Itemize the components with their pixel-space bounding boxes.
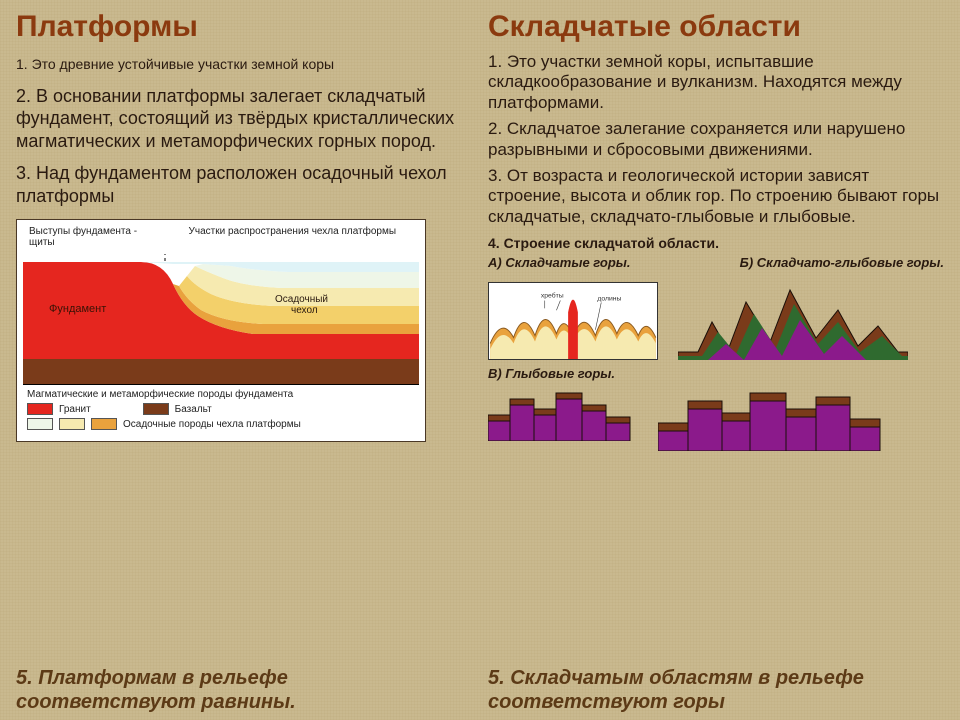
swatch-sed3 xyxy=(91,418,117,430)
mountain-diagrams-row: хребты долины xyxy=(488,272,944,360)
left-footer: 5. Платформам в рельефе соответствуют ра… xyxy=(16,660,464,714)
left-para-1: 1. Это древние устойчивые участки земной… xyxy=(16,52,464,75)
swatch-granite xyxy=(27,403,53,415)
legend-label-basalt: Базальт xyxy=(175,404,212,415)
right-para-1: 1. Это участки земной коры, испытавшие с… xyxy=(488,52,944,113)
legend-label-granite: Гранит xyxy=(59,404,91,415)
legend-row-1: Гранит Базальт xyxy=(27,403,415,415)
left-column: Платформы 1. Это древние устойчивые учас… xyxy=(0,0,480,720)
swatch-sed2 xyxy=(59,418,85,430)
fold-subtype-row: А) Складчатые горы. Б) Складчато-глыбовы… xyxy=(488,255,944,270)
right-title: Складчатые области xyxy=(488,10,944,44)
diagram-v-block-1 xyxy=(488,389,638,441)
swatch-basalt xyxy=(143,403,169,415)
block-mountains-row xyxy=(488,389,944,451)
right-footer: 5. Складчатым областям в рельефе соответ… xyxy=(488,660,944,714)
fold-heading: 4. Строение складчатой области. xyxy=(488,235,944,251)
platform-diagram: Выступы фундамента - щиты Участки распро… xyxy=(16,219,426,442)
diagram-b-fold-block xyxy=(678,272,908,360)
label-a: А) Складчатые горы. xyxy=(488,255,668,270)
legend-row-2: Осадочные породы чехла платформы xyxy=(27,418,415,430)
right-para-3: 3. От возраста и геологической истории з… xyxy=(488,166,944,227)
right-para-2: 2. Складчатое залегание сохраняется или … xyxy=(488,119,944,160)
shield-label: Выступы фундамента - щиты xyxy=(23,226,162,248)
label-v: В) Глыбовые горы. xyxy=(488,366,615,381)
svg-text:долины: долины xyxy=(597,296,621,303)
platform-legend: Магматические и метаморфические породы ф… xyxy=(23,384,419,435)
svg-text:хребты: хребты xyxy=(541,292,564,300)
left-para-3: 3. Над фундаментом расположен осадочный … xyxy=(16,162,464,207)
foundation-text: Фундамент xyxy=(49,303,106,315)
diagram-v-block-2 xyxy=(658,389,888,451)
cover-area-label: Участки распространения чехла платформы xyxy=(162,226,419,237)
platform-cross-section-svg: Фундамент Осадочный чехол xyxy=(23,254,419,384)
legend-title-1: Магматические и метаморфические породы ф… xyxy=(27,389,415,400)
label-v-row: В) Глыбовые горы. xyxy=(488,366,944,381)
left-title: Платформы xyxy=(16,10,464,44)
legend-title-2: Осадочные породы чехла платформы xyxy=(123,419,301,430)
platform-top-labels: Выступы фундамента - щиты Участки распро… xyxy=(23,226,419,254)
left-para-2: 2. В основании платформы залегает складч… xyxy=(16,85,464,153)
right-column: Складчатые области 1. Это участки земной… xyxy=(480,0,960,720)
label-b: Б) Складчато-глыбовые горы. xyxy=(688,255,944,270)
fold-structure-block: 4. Строение складчатой области. А) Склад… xyxy=(488,235,944,451)
swatch-sed1 xyxy=(27,418,53,430)
diagram-a-folded: хребты долины xyxy=(488,282,658,360)
